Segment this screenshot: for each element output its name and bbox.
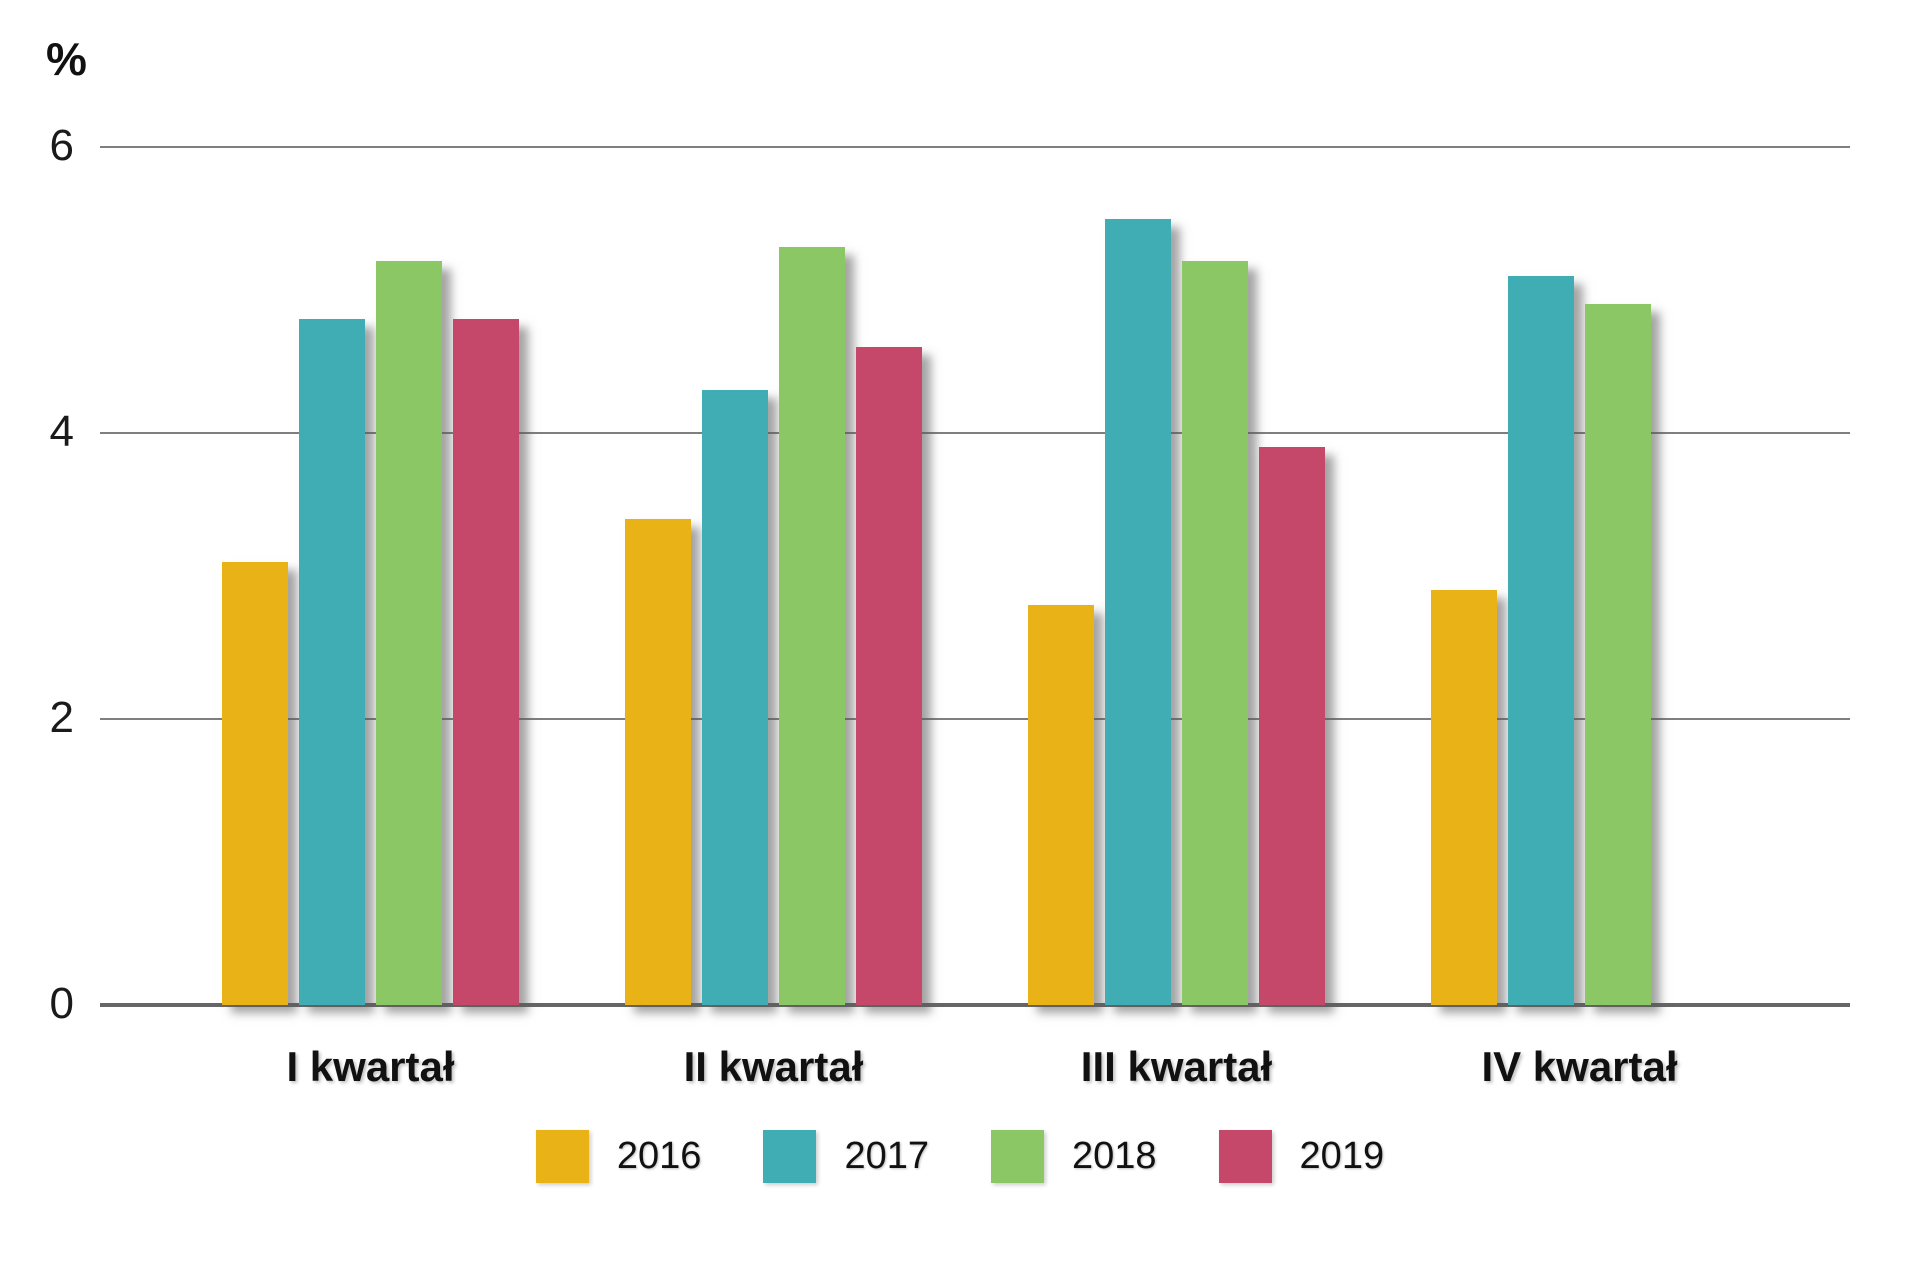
bar-groups: I kwartał II kwartał III kwartał IV kwartał [100,147,1850,1090]
x-axis-label-1: I kwartał [286,1043,455,1090]
bar-group-3: III kwartał [1028,147,1325,1090]
y-axis-unit-label: % [46,33,87,85]
bar-2018-IV-kwartał [1585,304,1651,1005]
bar-2017-III-kwartał [1105,218,1171,1005]
legend-label-2016: 2016 [616,1135,702,1177]
bar-slot-2018 [376,147,442,1005]
bar-slot-2017 [1105,147,1171,1005]
bar-2019-II-kwartał [856,347,922,1005]
legend-label-2017: 2017 [844,1135,929,1177]
legend-label-2019: 2019 [1299,1135,1385,1177]
legend-label-2018: 2018 [1072,1135,1157,1177]
bar-2018-II-kwartał [779,247,845,1005]
bar-2016-IV-kwartał [1431,590,1497,1005]
bar-slot-2019 [453,147,519,1005]
y-tick-label-4: 4 [49,407,74,457]
bar-slot-2019 [1662,147,1728,1005]
bar-2019-I-kwartał [453,318,519,1005]
legend-swatch-2018 [991,1130,1044,1183]
y-tick-label-0: 0 [49,979,74,1029]
bar-slot-2016 [1431,147,1497,1005]
legend-swatch-2019 [1218,1130,1272,1183]
bar-slot-2019 [856,147,922,1005]
legend: 2016 2017 2018 2019 [0,1130,1920,1183]
legend-swatch-2016 [535,1130,589,1183]
gridline-y-2 [100,718,1850,720]
bar-2018-III-kwartał [1182,261,1248,1005]
x-axis-label-4: IV kwartał [1481,1043,1678,1090]
bar-slot-2017 [299,147,365,1005]
bar-slot-2016 [1028,147,1094,1005]
bar-2016-III-kwartał [1028,604,1094,1005]
plot-area: 6 4 2 0 I kwartał II kwartał III kwartał IV kw… [50,124,1850,1090]
bar-slot-2016 [222,147,288,1005]
bar-2016-I-kwartał [222,561,288,1005]
legend-swatch-2017 [763,1130,817,1183]
legend-item-2017: 2017 [763,1130,929,1183]
gridline-y-6 [100,146,1850,148]
bar-2018-I-kwartał [376,261,442,1005]
legend-item-2016: 2016 [535,1130,702,1183]
bar-2016-II-kwartał [625,518,691,1005]
bar-2019-III-kwartał [1259,447,1325,1005]
x-axis-label-3: III kwartał [1080,1043,1273,1090]
bar-slot-2016 [625,147,691,1005]
bar-2017-IV-kwartał [1508,275,1574,1005]
bar-2017-II-kwartał [702,390,768,1005]
bar-slot-2018 [779,147,845,1005]
legend-item-2018: 2018 [991,1130,1157,1183]
bar-slot-2019 [1259,147,1325,1005]
gridline-y-4 [100,432,1850,434]
y-tick-label-6: 6 [49,121,74,171]
legend-item-2019: 2019 [1218,1130,1385,1183]
bar-slot-2018 [1585,147,1651,1005]
y-tick-label-2: 2 [49,693,74,743]
x-axis-line [100,1003,1850,1007]
bar-slot-2017 [702,147,768,1005]
bar-group-2: II kwartał [625,147,922,1090]
bar-slot-2018 [1182,147,1248,1005]
bar-slot-2017 [1508,147,1574,1005]
bar-group-1: I kwartał [222,147,519,1090]
bar-2017-I-kwartał [299,318,365,1005]
bar-group-4: IV kwartał [1431,147,1728,1090]
x-axis-label-2: II kwartał [683,1043,864,1090]
